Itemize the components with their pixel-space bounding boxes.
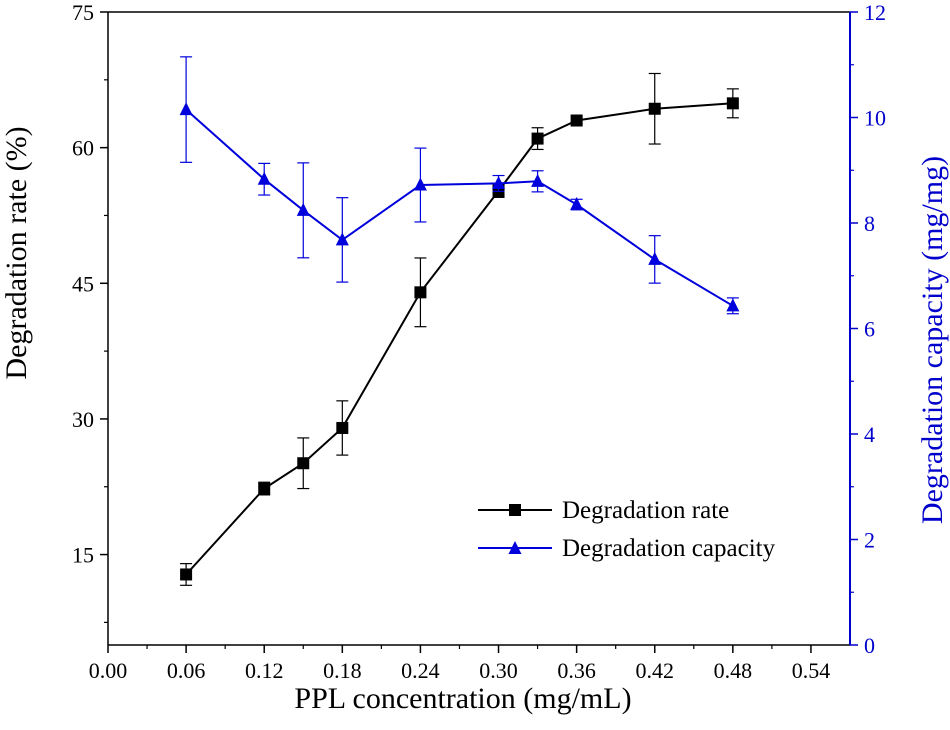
y-tick-label-right: 12 bbox=[864, 0, 886, 25]
x-tick-label: 0.00 bbox=[89, 658, 128, 683]
data-point bbox=[492, 175, 506, 189]
series-line-degradation-rate bbox=[185, 102, 733, 576]
data-point bbox=[413, 177, 427, 191]
x-tick-label: 0.54 bbox=[792, 658, 831, 683]
data-point bbox=[570, 197, 584, 211]
x-tick-label: 0.42 bbox=[635, 658, 674, 683]
data-point bbox=[297, 457, 310, 470]
series-layer bbox=[179, 56, 740, 586]
y-tick-label-right: 4 bbox=[864, 422, 875, 447]
y-tick-label-left: 60 bbox=[72, 136, 94, 161]
legend-marker-triangle bbox=[508, 541, 522, 554]
data-point bbox=[296, 202, 310, 216]
y-tick-label-right: 8 bbox=[864, 211, 875, 236]
y-axis-right: 0 2 4 6 8 10 12 bbox=[850, 0, 886, 658]
y-axis-left-title: Degradation rate (%) bbox=[0, 126, 33, 379]
y-axis-right-title: Degradation capacity (mg/mg) bbox=[916, 156, 949, 524]
y-tick-label-left: 30 bbox=[72, 407, 94, 432]
data-point bbox=[336, 421, 349, 434]
data-point bbox=[180, 568, 193, 581]
data-point bbox=[258, 482, 271, 495]
data-point bbox=[531, 132, 544, 145]
series-line-degradation-capacity bbox=[185, 108, 734, 307]
data-point bbox=[414, 286, 427, 299]
y-tick-label-left: 75 bbox=[72, 0, 94, 25]
x-tick-label: 0.36 bbox=[557, 658, 596, 683]
x-tick-label: 0.06 bbox=[167, 658, 206, 683]
y-tick-label-right: 6 bbox=[864, 317, 875, 342]
legend-marker-square bbox=[509, 504, 521, 516]
legend: Degradation rate Degradation capacity bbox=[478, 497, 776, 562]
x-tick-label: 0.48 bbox=[714, 658, 753, 683]
data-point bbox=[179, 102, 193, 116]
x-tick-label: 0.30 bbox=[479, 658, 518, 683]
x-axis: 0.00 0.06 0.12 0.18 0.24 0.30 0.36 0.42 0.48 0.54 bbox=[89, 645, 830, 683]
y-tick-label-right: 10 bbox=[864, 106, 886, 131]
legend-label-degradation-capacity: Degradation capacity bbox=[562, 535, 776, 562]
data-point bbox=[648, 102, 661, 115]
y-tick-label-right: 2 bbox=[864, 528, 875, 553]
data-point bbox=[531, 173, 545, 187]
data-point bbox=[570, 114, 583, 127]
x-tick-label: 0.24 bbox=[401, 658, 440, 683]
y-axis-left: 15 30 45 60 75 bbox=[72, 0, 108, 623]
data-point bbox=[257, 171, 271, 185]
x-tick-label: 0.12 bbox=[245, 658, 284, 683]
series-degradation-rate bbox=[180, 72, 739, 586]
y-tick-label-left: 15 bbox=[72, 543, 94, 568]
data-point bbox=[335, 232, 349, 246]
y-tick-label-left: 45 bbox=[72, 271, 94, 296]
y-tick-label-right: 0 bbox=[864, 633, 875, 658]
legend-label-degradation-rate: Degradation rate bbox=[562, 497, 729, 524]
data-point bbox=[726, 97, 739, 110]
data-point bbox=[726, 298, 740, 312]
series-degradation-capacity bbox=[179, 56, 740, 315]
data-point bbox=[648, 251, 662, 265]
x-axis-title: PPL concentration (mg/mL) bbox=[294, 682, 631, 715]
x-tick-label: 0.18 bbox=[323, 658, 362, 683]
